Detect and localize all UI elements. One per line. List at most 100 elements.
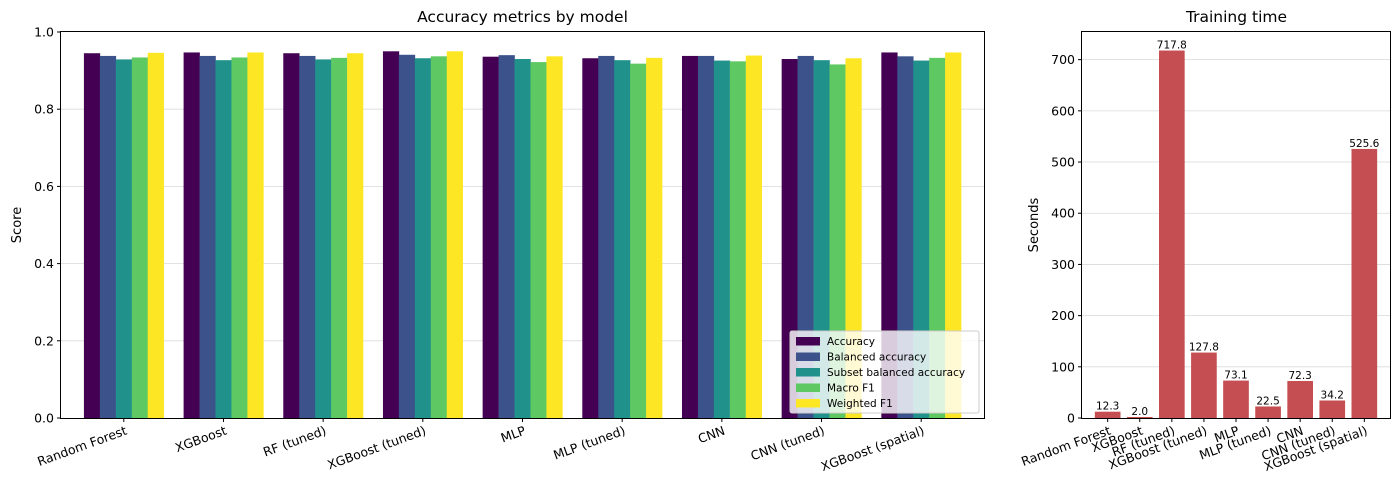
bar-mlp-macro-f1 xyxy=(530,62,547,418)
x-tick-label-xgboost-tuned: XGBoost (tuned) xyxy=(325,423,428,473)
bar-xgboost-balanced-accuracy xyxy=(199,55,216,418)
bar-mlp-tuned-balanced-accuracy xyxy=(598,55,615,418)
y-tick-label: 0.6 xyxy=(34,179,54,194)
bar-xgboost-spatial-subset-balanced-accuracy xyxy=(913,60,930,419)
legend-frame xyxy=(789,330,980,414)
y-tick-label: 0.4 xyxy=(34,256,54,271)
bar-cnn-tuned-macro-f1 xyxy=(829,64,846,418)
bar-mlp-balanced-accuracy xyxy=(498,55,515,418)
legend-swatch-macro-f1 xyxy=(796,383,820,392)
bar-xgboost-spatial-accuracy xyxy=(881,52,898,418)
y-tick-label: 700 xyxy=(1051,52,1075,67)
time-bar-random-forest xyxy=(1094,411,1121,418)
bar-cnn-accuracy xyxy=(681,55,699,418)
x-tick-label-rf-tuned: RF (tuned) xyxy=(261,423,328,460)
y-tick-label: 0.0 xyxy=(34,411,54,426)
x-tick-label-xgboost: XGBoost xyxy=(173,423,229,455)
data-label-xgboost: 2.0 xyxy=(1131,406,1148,418)
time-bar-xgboost-spatial xyxy=(1351,148,1378,418)
bar-xgboost-spatial-balanced-accuracy xyxy=(897,56,914,419)
accuracy-chart: Accuracy metrics by model Score 0.00.20.… xyxy=(10,8,985,474)
y-tick-label: 0 xyxy=(1067,411,1075,426)
bar-rf-tuned-macro-f1 xyxy=(331,57,348,418)
bar-xgboost-accuracy xyxy=(183,52,200,418)
legend-swatch-subset-balanced-accuracy xyxy=(796,368,820,377)
accuracy-axes-frame xyxy=(60,31,985,419)
bar-cnn-tuned-subset-balanced-accuracy xyxy=(813,60,830,418)
bar-cnn-tuned-accuracy xyxy=(781,59,798,419)
bar-cnn-subset-balanced-accuracy xyxy=(713,60,731,419)
bar-rf-tuned-balanced-accuracy xyxy=(299,55,316,418)
training-time-y-ticks: 0 100 200 300 400 500 600 700 xyxy=(1051,52,1082,426)
accuracy-legend: Accuracy Balanced accuracy Subset balanced… xyxy=(789,330,980,414)
y-tick-label: 100 xyxy=(1051,359,1075,374)
bar-xgboost-macro-f1 xyxy=(231,57,248,418)
time-bar-mlp xyxy=(1223,380,1249,418)
x-tick-label-mlp: MLP xyxy=(499,423,528,446)
y-tick-label: 300 xyxy=(1051,257,1075,272)
y-tick-label: 1.0 xyxy=(34,25,54,40)
legend-label-accuracy: Accuracy xyxy=(827,336,875,348)
bar-xgboost-spatial-weighted-f1 xyxy=(945,52,962,418)
legend-label-macro-f1: Macro F1 xyxy=(827,383,875,395)
time-bar-rf-tuned xyxy=(1159,50,1185,418)
time-bar-mlp-tuned xyxy=(1255,406,1281,418)
bar-mlp-tuned-macro-f1 xyxy=(630,63,647,418)
training-time-y-axis-label: Seconds xyxy=(1027,197,1042,252)
bar-random-forest-balanced-accuracy xyxy=(99,55,117,418)
accuracy-bars xyxy=(83,51,962,419)
data-label-cnn-tuned: 34.2 xyxy=(1321,389,1344,401)
bar-xgboost-tuned-accuracy xyxy=(382,51,400,419)
y-tick-label: 0.2 xyxy=(34,333,54,348)
bar-cnn-tuned-balanced-accuracy xyxy=(797,55,814,418)
bar-xgboost-tuned-weighted-f1 xyxy=(446,51,463,419)
bar-cnn-weighted-f1 xyxy=(745,55,763,419)
bar-xgboost-tuned-macro-f1 xyxy=(430,56,448,419)
y-tick-label: 600 xyxy=(1051,103,1075,118)
data-label-random-forest: 12.3 xyxy=(1096,401,1119,413)
training-time-data-labels: 12.3 2.0 717.8 127.8 73.1 22.5 72.3 34.2 525.6 xyxy=(1096,40,1380,418)
x-tick-label-cnn: CNN xyxy=(696,423,727,446)
training-time-title: Training time xyxy=(1185,8,1287,26)
y-tick-label: 500 xyxy=(1051,155,1075,170)
bar-mlp-tuned-accuracy xyxy=(582,58,599,419)
y-tick-label: 200 xyxy=(1051,308,1075,323)
bar-mlp-tuned-weighted-f1 xyxy=(646,57,663,418)
accuracy-y-ticks: 0.0 0.2 0.4 0.6 0.8 1.0 xyxy=(34,25,61,426)
bar-cnn-macro-f1 xyxy=(729,61,747,418)
bar-rf-tuned-weighted-f1 xyxy=(347,53,364,418)
bar-rf-tuned-accuracy xyxy=(283,53,300,418)
data-label-cnn: 72.3 xyxy=(1288,370,1311,382)
data-label-mlp: 73.1 xyxy=(1224,370,1247,382)
data-label-xgboost-spatial: 525.6 xyxy=(1349,138,1379,150)
legend-swatch-accuracy xyxy=(796,337,820,346)
bar-mlp-tuned-subset-balanced-accuracy xyxy=(614,60,631,418)
legend-swatch-weighted-f1 xyxy=(796,399,820,408)
time-bar-xgboost xyxy=(1126,416,1153,418)
data-label-xgboost-tuned: 127.8 xyxy=(1189,342,1219,354)
y-tick-label: 400 xyxy=(1051,206,1075,221)
x-tick-label-xgboost-spatial: XGBoost (spatial) xyxy=(819,423,926,474)
legend-label-subset-balanced-accuracy: Subset balanced accuracy xyxy=(827,367,965,379)
x-tick-label-mlp-tuned: MLP (tuned) xyxy=(551,423,627,463)
bar-mlp-accuracy xyxy=(482,56,499,418)
bar-cnn-tuned-weighted-f1 xyxy=(845,58,862,419)
bar-random-forest-subset-balanced-accuracy xyxy=(115,59,133,418)
bar-random-forest-weighted-f1 xyxy=(147,52,164,419)
bar-mlp-subset-balanced-accuracy xyxy=(514,59,531,419)
time-bar-cnn xyxy=(1287,380,1313,418)
bar-cnn-balanced-accuracy xyxy=(697,55,715,418)
y-tick-label: 0.8 xyxy=(34,102,54,117)
accuracy-x-ticks: Random Forest XGBoost RF (tuned)XGBoost (t… xyxy=(35,418,926,474)
data-label-mlp-tuned: 22.5 xyxy=(1256,395,1279,407)
bar-xgboost-weighted-f1 xyxy=(247,52,264,418)
bar-xgboost-spatial-macro-f1 xyxy=(929,57,946,418)
legend-swatch-balanced-accuracy xyxy=(796,352,820,361)
bar-rf-tuned-subset-balanced-accuracy xyxy=(315,59,332,418)
training-time-chart: Training time Seconds 12.3 2.0 717.8 127.8 7… xyxy=(1019,8,1391,474)
x-tick-label-random-forest: Random Forest xyxy=(35,423,129,469)
time-bar-cnn-tuned xyxy=(1319,400,1346,418)
data-label-rf-tuned: 717.8 xyxy=(1157,40,1187,52)
accuracy-chart-title: Accuracy metrics by model xyxy=(417,8,628,26)
